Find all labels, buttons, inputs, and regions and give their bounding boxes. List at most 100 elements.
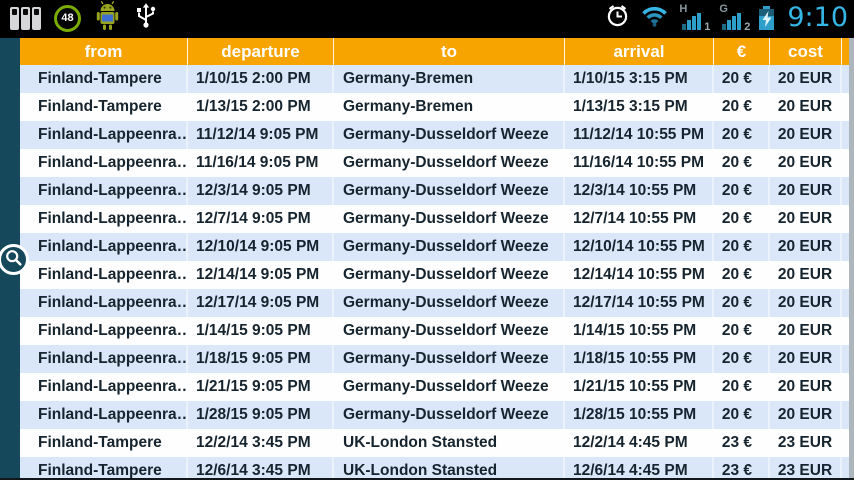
row-filler — [842, 373, 849, 401]
cell-eur: 20 € — [714, 233, 770, 261]
cell-eur: 23 € — [714, 429, 770, 457]
cell-to: Germany-Dusseldorf Weeze — [334, 177, 565, 205]
scrollbar[interactable] — [849, 38, 854, 480]
cell-departure: 1/18/15 9:05 PM — [188, 345, 334, 373]
cell-from: Finland-Lappeenra… — [20, 261, 188, 289]
cell-arrival: 12/14/14 10:55 PM — [565, 261, 714, 289]
cell-to: Germany-Dusseldorf Weeze — [334, 233, 565, 261]
cell-eur: 20 € — [714, 261, 770, 289]
cell-arrival: 12/2/14 4:45 PM — [565, 429, 714, 457]
network-type-sim2: G — [719, 2, 728, 15]
column-header-eur[interactable]: € — [714, 38, 770, 65]
cell-eur: 20 € — [714, 65, 770, 93]
cell-arrival: 11/12/14 10:55 PM — [565, 121, 714, 149]
table-row[interactable]: Finland-Lappeenra… 12/7/14 9:05 PM Germany… — [20, 205, 849, 233]
cell-to: Germany-Dusseldorf Weeze — [334, 205, 565, 233]
cell-to: UK-London Stansted — [334, 457, 565, 480]
row-filler — [842, 65, 849, 93]
table-row[interactable]: Finland-Lappeenra… 1/28/15 9:05 PM Germany… — [20, 401, 849, 429]
cell-arrival: 1/28/15 10:55 PM — [565, 401, 714, 429]
cell-arrival: 12/3/14 10:55 PM — [565, 177, 714, 205]
cell-arrival: 11/16/14 10:55 PM — [565, 149, 714, 177]
cell-to: UK-London Stansted — [334, 429, 565, 457]
table-row[interactable]: Finland-Tampere 1/10/15 2:00 PM Germany-Br… — [20, 65, 849, 93]
table-row[interactable]: Finland-Lappeenra… 12/3/14 9:05 PM Germany… — [20, 177, 849, 205]
flights-table: from departure to arrival € cost Finland… — [20, 38, 849, 480]
cell-eur: 20 € — [714, 205, 770, 233]
table-row[interactable]: Finland-Tampere 12/6/14 3:45 PM UK-London … — [20, 457, 849, 480]
main-content: from departure to arrival € cost Finland… — [0, 36, 854, 480]
cell-from: Finland-Lappeenra… — [20, 401, 188, 429]
cell-cost: 20 EUR — [770, 121, 842, 149]
cell-eur: 23 € — [714, 457, 770, 480]
cell-to: Germany-Dusseldorf Weeze — [334, 121, 565, 149]
cell-cost: 23 EUR — [770, 457, 842, 480]
table-row[interactable]: Finland-Lappeenra… 1/18/15 9:05 PM Germany… — [20, 345, 849, 373]
signal-bars-sim2 — [722, 12, 742, 30]
bottom-screen-edge — [0, 478, 854, 480]
cell-cost: 20 EUR — [770, 93, 842, 121]
cell-departure: 12/6/14 3:45 PM — [188, 457, 334, 480]
battery-widget-icon — [10, 6, 41, 30]
cell-to: Germany-Dusseldorf Weeze — [334, 289, 565, 317]
column-header-to[interactable]: to — [334, 38, 565, 65]
cell-cost: 20 EUR — [770, 401, 842, 429]
row-filler — [842, 261, 849, 289]
cell-arrival: 12/6/14 4:45 PM — [565, 457, 714, 480]
column-header-arrival[interactable]: arrival — [565, 38, 714, 65]
table-row[interactable]: Finland-Lappeenra… 1/21/15 9:05 PM Germany… — [20, 373, 849, 401]
row-filler — [842, 93, 849, 121]
cell-arrival: 1/14/15 10:55 PM — [565, 317, 714, 345]
cell-from: Finland-Lappeenra… — [20, 373, 188, 401]
status-bar-left: 48 — [10, 0, 158, 36]
cell-departure: 11/12/14 9:05 PM — [188, 121, 334, 149]
table-row[interactable]: Finland-Lappeenra… 11/12/14 9:05 PM German… — [20, 121, 849, 149]
table-body[interactable]: Finland-Tampere 1/10/15 2:00 PM Germany-Br… — [20, 65, 849, 480]
search-button[interactable] — [0, 244, 29, 275]
column-header-cost[interactable]: cost — [770, 38, 842, 65]
column-header-departure[interactable]: departure — [188, 38, 334, 65]
cell-cost: 20 EUR — [770, 345, 842, 373]
cell-from: Finland-Lappeenra… — [20, 345, 188, 373]
table-row[interactable]: Finland-Lappeenra… 12/17/14 9:05 PM German… — [20, 289, 849, 317]
cell-to: Germany-Dusseldorf Weeze — [334, 345, 565, 373]
cell-from: Finland-Lappeenra… — [20, 205, 188, 233]
column-header-from[interactable]: from — [20, 38, 188, 65]
table-row[interactable]: Finland-Lappeenra… 12/14/14 9:05 PM German… — [20, 261, 849, 289]
cell-from: Finland-Tampere — [20, 65, 188, 93]
cell-cost: 20 EUR — [770, 177, 842, 205]
cell-eur: 20 € — [714, 149, 770, 177]
cell-departure: 1/13/15 2:00 PM — [188, 93, 334, 121]
cell-to: Germany-Bremen — [334, 65, 565, 93]
table-row[interactable]: Finland-Tampere 12/2/14 3:45 PM UK-London … — [20, 429, 849, 457]
header-filler — [842, 38, 849, 65]
cell-cost: 20 EUR — [770, 65, 842, 93]
table-row[interactable]: Finland-Lappeenra… 12/10/14 9:05 PM German… — [20, 233, 849, 261]
row-filler — [842, 289, 849, 317]
cell-arrival: 1/21/15 10:55 PM — [565, 373, 714, 401]
cell-to: Germany-Bremen — [334, 93, 565, 121]
table-row[interactable]: Finland-Lappeenra… 1/14/15 9:05 PM Germany… — [20, 317, 849, 345]
signal-sim2-icon: G 2 — [719, 2, 751, 33]
sim2-slot-number: 2 — [744, 20, 751, 33]
row-filler — [842, 233, 849, 261]
cell-departure: 12/17/14 9:05 PM — [188, 289, 334, 317]
cell-arrival: 1/10/15 3:15 PM — [565, 65, 714, 93]
cell-cost: 20 EUR — [770, 149, 842, 177]
status-bar[interactable]: 48 — [0, 0, 854, 36]
row-filler — [842, 317, 849, 345]
row-filler — [842, 121, 849, 149]
cell-arrival: 1/18/15 10:55 PM — [565, 345, 714, 373]
signal-sim1-icon: H 1 — [679, 3, 710, 32]
cell-departure: 12/2/14 3:45 PM — [188, 429, 334, 457]
clock: 9:10 — [787, 2, 848, 33]
cell-eur: 20 € — [714, 345, 770, 373]
signal-bars-sim1 — [682, 12, 702, 30]
table-row[interactable]: Finland-Tampere 1/13/15 2:00 PM Germany-Br… — [20, 93, 849, 121]
cell-cost: 20 EUR — [770, 317, 842, 345]
table-row[interactable]: Finland-Lappeenra… 11/16/14 9:05 PM German… — [20, 149, 849, 177]
search-icon — [5, 249, 23, 270]
cell-arrival: 12/17/14 10:55 PM — [565, 289, 714, 317]
cell-departure: 12/10/14 9:05 PM — [188, 233, 334, 261]
